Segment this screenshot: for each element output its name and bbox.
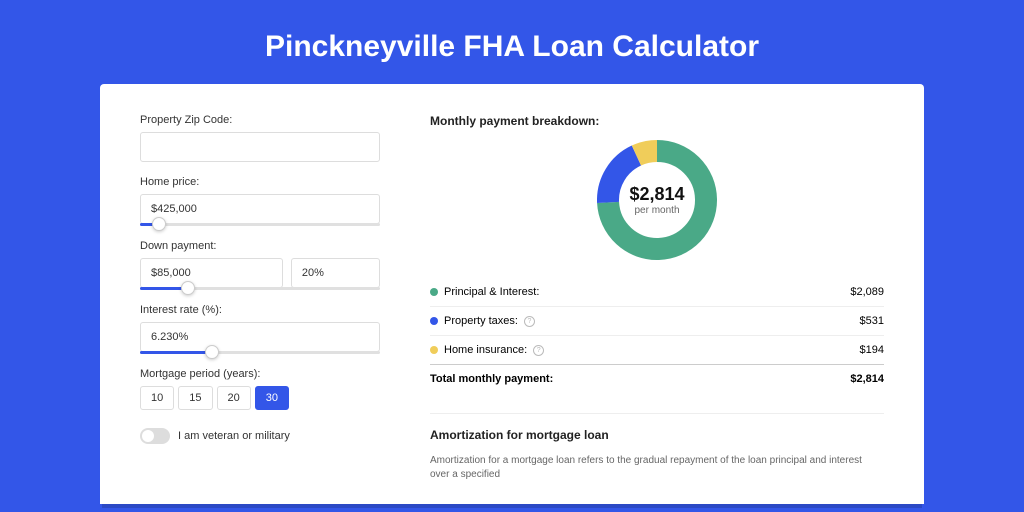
amortization-title: Amortization for mortgage loan: [430, 428, 884, 442]
total-row: Total monthly payment: $2,814: [430, 364, 884, 393]
breakdown-row: Property taxes:? $531: [430, 306, 884, 335]
form-column: Property Zip Code: Home price: Down paym…: [140, 114, 380, 474]
donut-center-sub: per month: [629, 205, 684, 216]
period-buttons: 10152030: [140, 386, 380, 410]
interest-rate-input[interactable]: [140, 322, 380, 352]
down-payment-label: Down payment:: [140, 240, 380, 252]
home-price-field-group: Home price:: [140, 176, 380, 226]
total-value: $2,814: [850, 373, 884, 385]
breakdown-column: Monthly payment breakdown: $2,814 per mo…: [430, 114, 884, 474]
breakdown-value: $2,089: [850, 286, 884, 298]
breakdown-label: Home insurance:: [444, 344, 527, 356]
period-button-15[interactable]: 15: [178, 386, 212, 410]
zip-label: Property Zip Code:: [140, 114, 380, 126]
page-title: Pinckneyville FHA Loan Calculator: [0, 0, 1024, 84]
interest-rate-slider[interactable]: [140, 351, 380, 354]
breakdown-title: Monthly payment breakdown:: [430, 114, 884, 128]
zip-input[interactable]: [140, 132, 380, 162]
down-payment-slider[interactable]: [140, 287, 380, 290]
down-payment-percent-input[interactable]: [291, 258, 380, 288]
period-button-10[interactable]: 10: [140, 386, 174, 410]
info-icon[interactable]: ?: [533, 345, 544, 356]
calculator-card: Property Zip Code: Home price: Down paym…: [100, 84, 924, 504]
period-button-30[interactable]: 30: [255, 386, 289, 410]
breakdown-label: Property taxes:: [444, 315, 518, 327]
period-button-20[interactable]: 20: [217, 386, 251, 410]
veteran-toggle-row: I am veteran or military: [140, 428, 380, 444]
breakdown-row: Home insurance:? $194: [430, 335, 884, 364]
home-price-slider[interactable]: [140, 223, 380, 226]
period-field-group: Mortgage period (years): 10152030: [140, 368, 380, 410]
breakdown-value: $194: [860, 344, 884, 356]
donut-center-amount: $2,814: [629, 184, 684, 205]
breakdown-value: $531: [860, 315, 884, 327]
amortization-text: Amortization for a mortgage loan refers …: [430, 454, 884, 482]
breakdown-row: Principal & Interest: $2,089: [430, 278, 884, 306]
down-payment-field-group: Down payment:: [140, 240, 380, 290]
interest-rate-field-group: Interest rate (%):: [140, 304, 380, 354]
legend-dot: [430, 288, 438, 296]
veteran-label: I am veteran or military: [178, 430, 290, 442]
toggle-knob: [142, 430, 154, 442]
info-icon[interactable]: ?: [524, 316, 535, 327]
donut-chart: $2,814 per month: [430, 140, 884, 260]
legend-dot: [430, 346, 438, 354]
down-payment-amount-input[interactable]: [140, 258, 283, 288]
interest-rate-label: Interest rate (%):: [140, 304, 380, 316]
total-label: Total monthly payment:: [430, 373, 553, 385]
home-price-input[interactable]: [140, 194, 380, 224]
home-price-label: Home price:: [140, 176, 380, 188]
legend-dot: [430, 317, 438, 325]
zip-field-group: Property Zip Code:: [140, 114, 380, 162]
breakdown-label: Principal & Interest:: [444, 286, 539, 298]
veteran-toggle[interactable]: [140, 428, 170, 444]
amortization-section: Amortization for mortgage loan Amortizat…: [430, 413, 884, 482]
period-label: Mortgage period (years):: [140, 368, 380, 380]
